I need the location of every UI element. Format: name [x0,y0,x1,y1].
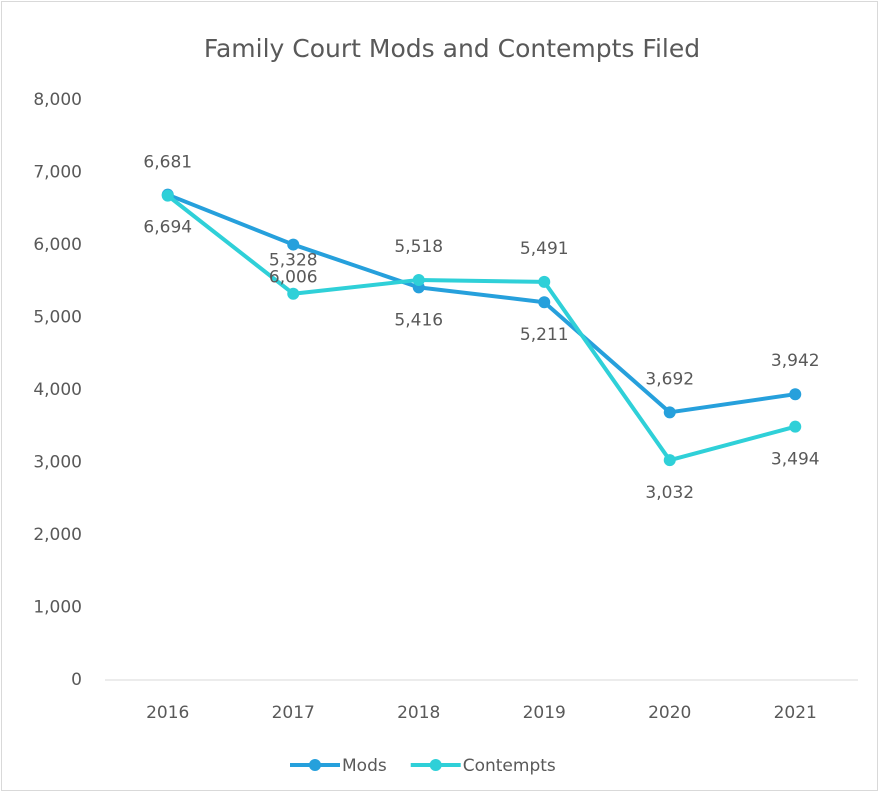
legend-marker [429,759,442,771]
data-point [789,388,802,401]
series-line [166,194,796,463]
data-point [412,273,425,286]
y-tick-label: 5,000 [33,308,82,328]
x-tick-label: 2021 [774,703,817,723]
legend-marker [309,759,321,771]
data-point [538,296,551,309]
data-label: 6,681 [143,153,192,173]
data-point [287,287,300,300]
data-label: 5,211 [520,325,569,345]
legend-label: Mods [342,756,387,776]
y-tick-label: 0 [71,670,82,690]
data-label: 5,416 [394,310,443,330]
y-tick-label: 8,000 [33,90,82,110]
data-label: 5,328 [269,251,318,271]
data-label: 6,006 [269,268,318,288]
x-tick-label: 2017 [272,703,315,723]
data-point [663,406,676,419]
data-label: 3,494 [771,450,820,470]
data-point [789,420,802,433]
data-label: 3,942 [771,351,820,371]
y-tick-label: 4,000 [33,380,82,400]
data-point [287,238,300,251]
series-line [167,192,796,415]
x-tick-label: 2020 [648,703,691,723]
x-tick-label: 2016 [146,703,189,723]
data-label: 3,692 [645,369,694,389]
chart-title: Family Court Mods and Contempts Filed [204,34,700,63]
y-tick-label: 6,000 [33,235,82,255]
data-label: 3,032 [645,483,694,503]
y-tick-label: 2,000 [33,525,82,545]
data-point [538,275,551,288]
data-point [663,454,676,467]
data-point [161,189,174,202]
y-tick-label: 3,000 [33,453,82,473]
x-tick-label: 2018 [397,703,440,723]
data-label: 5,491 [520,239,569,259]
x-tick-label: 2019 [523,703,566,723]
legend-label: Contempts [463,756,556,776]
data-label: 5,518 [394,237,443,257]
data-label: 6,694 [143,218,192,238]
y-tick-label: 1,000 [33,598,82,618]
y-tick-label: 7,000 [33,163,82,183]
